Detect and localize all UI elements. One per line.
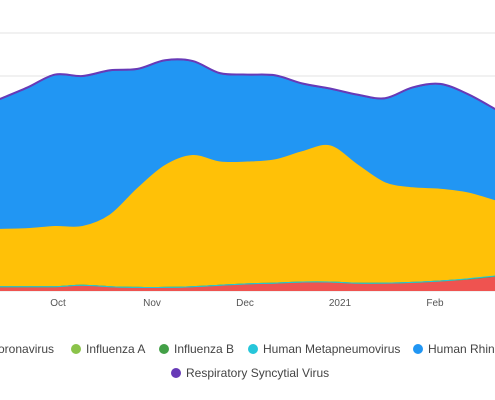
x-tick-label-4: Feb xyxy=(426,298,444,309)
x-axis: Oct Nov Dec 2021 Feb xyxy=(50,298,444,309)
legend-item-0[interactable]: oronavirus xyxy=(0,342,54,356)
x-tick-label-3: 2021 xyxy=(329,298,352,309)
legend-item-1[interactable]: Influenza A xyxy=(71,342,145,356)
legend-item-3[interactable]: Human Metapneumovirus xyxy=(248,342,400,356)
legend-item-5[interactable]: Respiratory Syncytial Virus xyxy=(171,366,329,380)
line-series-6 xyxy=(0,58,495,110)
area-series-4 xyxy=(0,145,495,288)
line-series-4 xyxy=(0,144,495,230)
legend-label-4: Human Rhino xyxy=(428,342,495,356)
legend-label-3: Human Metapneumovirus xyxy=(263,342,400,356)
legend-label-5: Respiratory Syncytial Virus xyxy=(186,366,329,380)
x-tick-label-0: Oct xyxy=(50,298,66,309)
line-series-3 xyxy=(0,275,495,289)
x-tick-label-2: Dec xyxy=(236,298,254,309)
line-series-5 xyxy=(0,60,495,111)
series-lines xyxy=(0,58,495,289)
legend-marker-3 xyxy=(248,344,258,354)
legend-marker-5 xyxy=(171,368,181,378)
legend-label-1: Influenza A xyxy=(86,342,145,356)
legend-label-2: Influenza B xyxy=(174,342,234,356)
area-series-5 xyxy=(0,60,495,230)
x-tick-label-1: Nov xyxy=(143,298,161,309)
legend-item-2[interactable]: Influenza B xyxy=(159,342,234,356)
legend[interactable]: oronavirus Influenza A Influenza B Human Me… xyxy=(0,342,495,380)
legend-item-4[interactable]: Human Rhino xyxy=(413,342,495,356)
legend-marker-2 xyxy=(159,344,169,354)
legend-marker-4 xyxy=(413,344,423,354)
series-areas xyxy=(0,59,495,291)
legend-marker-1 xyxy=(71,344,81,354)
legend-label-0: oronavirus xyxy=(0,342,54,356)
